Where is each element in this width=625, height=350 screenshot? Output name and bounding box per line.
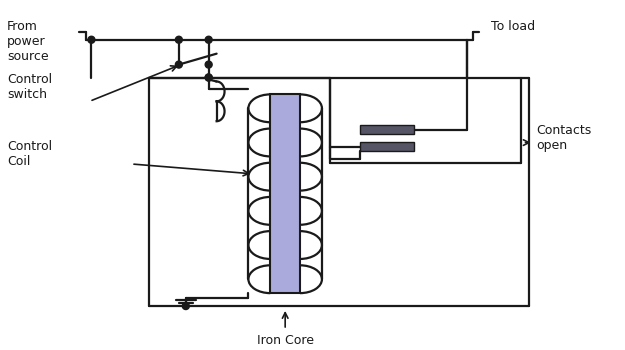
Bar	[360, 142, 414, 151]
Circle shape	[176, 61, 182, 68]
Text: Iron Core: Iron Core	[257, 334, 314, 347]
Text: Control
switch: Control switch	[7, 74, 52, 102]
Circle shape	[205, 74, 212, 81]
Circle shape	[205, 61, 212, 68]
Circle shape	[88, 36, 95, 43]
Text: Control
Coil: Control Coil	[7, 140, 52, 168]
Text: To load: To load	[491, 20, 535, 33]
Bar	[360, 125, 414, 134]
Bar	[270, 94, 300, 293]
Circle shape	[205, 74, 212, 81]
Text: Contacts
open: Contacts open	[537, 124, 592, 152]
Circle shape	[176, 36, 182, 43]
Circle shape	[182, 302, 189, 309]
Text: From
power
source: From power source	[7, 20, 49, 63]
Circle shape	[205, 36, 212, 43]
